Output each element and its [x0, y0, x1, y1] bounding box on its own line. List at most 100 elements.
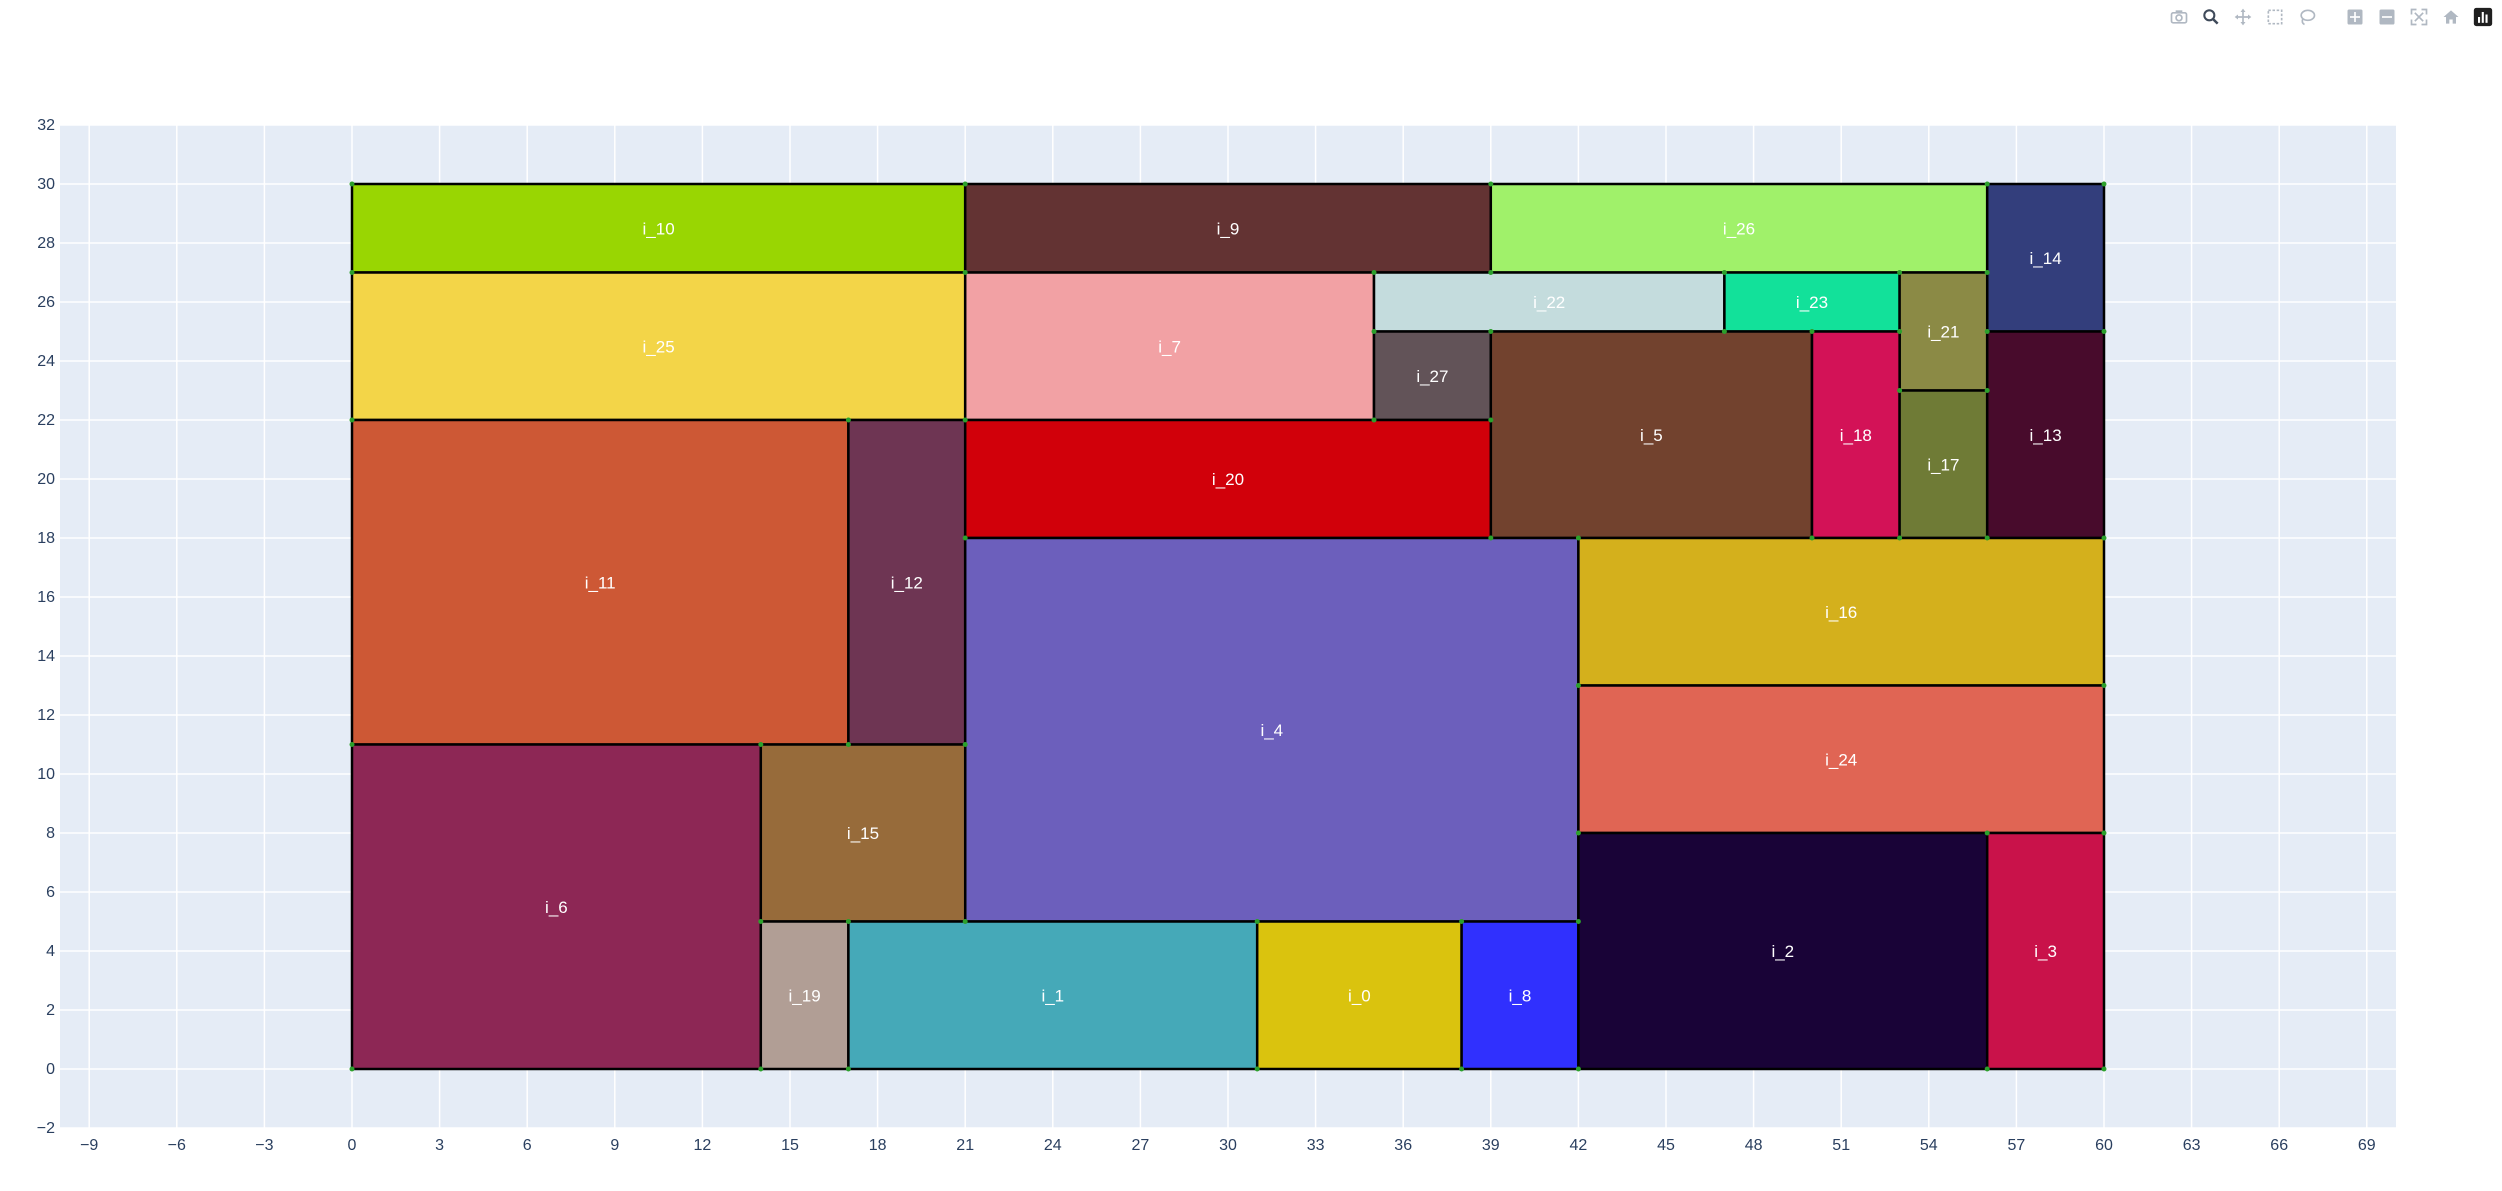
x-tick-label: 18 — [869, 1137, 887, 1154]
plotly-logo-icon[interactable] — [2470, 4, 2496, 30]
rect-group-i-16: i_16 — [1577, 536, 2106, 687]
rect-i-5[interactable] — [1489, 330, 1814, 540]
rect-i-2[interactable] — [1577, 831, 1989, 1071]
corner-marker — [2101, 535, 2107, 541]
rect-i-22[interactable] — [1372, 271, 1726, 333]
y-tick-label: 2 — [46, 1002, 55, 1019]
rect-group-i-6: i_6 — [350, 743, 763, 1071]
corner-marker — [1488, 270, 1494, 275]
zoom-out-icon[interactable] — [2374, 4, 2400, 30]
rect-label: i_16 — [1825, 603, 1857, 622]
rect-group-i-10: i_10 — [350, 182, 967, 274]
x-tick-label: −6 — [168, 1137, 186, 1154]
y-tick-label: −2 — [37, 1120, 55, 1137]
camera-icon[interactable] — [2166, 4, 2192, 30]
x-tick-label: 12 — [694, 1137, 712, 1154]
rect-group-i-17: i_17 — [1898, 389, 1989, 540]
corner-marker — [2101, 1066, 2107, 1072]
x-tick-label: 39 — [1482, 1137, 1500, 1154]
corner-marker — [1897, 270, 1903, 275]
corner-marker — [1809, 535, 1815, 541]
rect-i-26[interactable] — [1489, 182, 1989, 274]
y-tick-label: 32 — [37, 117, 55, 134]
rect-i-17[interactable] — [1898, 389, 1989, 540]
rect-i-20[interactable] — [963, 418, 1493, 540]
rect-group-i-8: i_8 — [1460, 920, 1580, 1071]
y-tick-label: 0 — [46, 1061, 55, 1078]
x-tick-label: 42 — [1570, 1137, 1588, 1154]
lasso-select-icon[interactable] — [2294, 4, 2320, 30]
corner-marker — [962, 919, 968, 924]
rect-i-13[interactable] — [1985, 330, 2106, 540]
rect-group-i-25: i_25 — [350, 271, 967, 422]
rect-group-i-2: i_2 — [1577, 831, 1989, 1071]
corner-marker — [758, 1066, 764, 1072]
zoom-in-icon[interactable] — [2342, 4, 2368, 30]
x-tick-label: 30 — [1219, 1137, 1237, 1154]
rect-label: i_1 — [1041, 986, 1064, 1005]
reset-axes-icon[interactable] — [2438, 4, 2464, 30]
x-tick-label: 24 — [1044, 1137, 1062, 1154]
x-tick-label: 6 — [523, 1137, 532, 1154]
rect-i-3[interactable] — [1985, 831, 2106, 1071]
rect-i-4[interactable] — [963, 536, 1580, 923]
x-tick-label: 0 — [348, 1137, 357, 1154]
corner-marker — [1897, 329, 1903, 334]
rect-i-21[interactable] — [1898, 271, 1989, 392]
rect-i-14[interactable] — [1985, 182, 2106, 333]
corner-marker — [2101, 181, 2107, 187]
x-tick-label: −3 — [255, 1137, 273, 1154]
y-tick-label: 28 — [37, 235, 55, 252]
x-tick-label: 21 — [956, 1137, 974, 1154]
rect-label: i_20 — [1212, 470, 1244, 489]
y-tick-label: 8 — [46, 825, 55, 842]
corner-marker — [1575, 1066, 1581, 1072]
x-tick-label: 51 — [1832, 1137, 1850, 1154]
rect-i-19[interactable] — [759, 920, 850, 1071]
corner-marker — [349, 417, 355, 423]
x-tick-label: 3 — [435, 1137, 444, 1154]
rect-label: i_11 — [585, 573, 616, 592]
rect-group-i-7: i_7 — [963, 271, 1376, 422]
rect-label: i_21 — [1927, 323, 1959, 342]
zoom-icon[interactable] — [2198, 4, 2224, 30]
corner-marker — [1488, 329, 1494, 334]
rect-group-i-21: i_21 — [1898, 271, 1989, 392]
corner-marker — [1984, 270, 1990, 275]
pan-icon[interactable] — [2230, 4, 2256, 30]
rect-label: i_0 — [1348, 986, 1371, 1005]
x-tick-label: 54 — [1920, 1137, 1938, 1154]
corner-marker — [1575, 683, 1581, 688]
x-tick-label: 9 — [610, 1137, 619, 1154]
y-tick-label: 14 — [37, 648, 55, 665]
rect-i-0[interactable] — [1255, 920, 1463, 1071]
corner-marker — [1575, 919, 1581, 924]
corner-marker — [2101, 830, 2107, 836]
rect-group-i-22: i_22 — [1372, 271, 1726, 333]
corner-marker — [1984, 1066, 1990, 1072]
corner-marker — [962, 417, 968, 423]
rect-group-i-3: i_3 — [1985, 831, 2106, 1071]
y-tick-label: 20 — [37, 471, 55, 488]
corner-marker — [349, 181, 355, 187]
rect-i-25[interactable] — [350, 271, 967, 422]
rect-i-1[interactable] — [847, 920, 1259, 1071]
corner-marker — [349, 270, 355, 275]
rect-label: i_17 — [1927, 455, 1959, 474]
rect-group-i-4: i_4 — [963, 536, 1580, 923]
rect-i-24[interactable] — [1577, 684, 2106, 835]
y-tick-label: 22 — [37, 412, 55, 429]
autoscale-icon[interactable] — [2406, 4, 2432, 30]
corner-marker — [1984, 329, 1990, 334]
x-tick-label: 27 — [1132, 1137, 1150, 1154]
corner-marker — [845, 417, 851, 423]
corner-markers — [349, 181, 2107, 1072]
rect-i-12[interactable] — [847, 418, 967, 746]
rect-i-15[interactable] — [759, 743, 967, 923]
rect-group-i-23: i_23 — [1723, 271, 1901, 333]
box-select-icon[interactable] — [2262, 4, 2288, 30]
rect-i-16[interactable] — [1577, 536, 2106, 687]
rect-group-i-27: i_27 — [1372, 330, 1493, 422]
x-tick-label: 33 — [1307, 1137, 1325, 1154]
rect-group-i-12: i_12 — [847, 418, 967, 746]
